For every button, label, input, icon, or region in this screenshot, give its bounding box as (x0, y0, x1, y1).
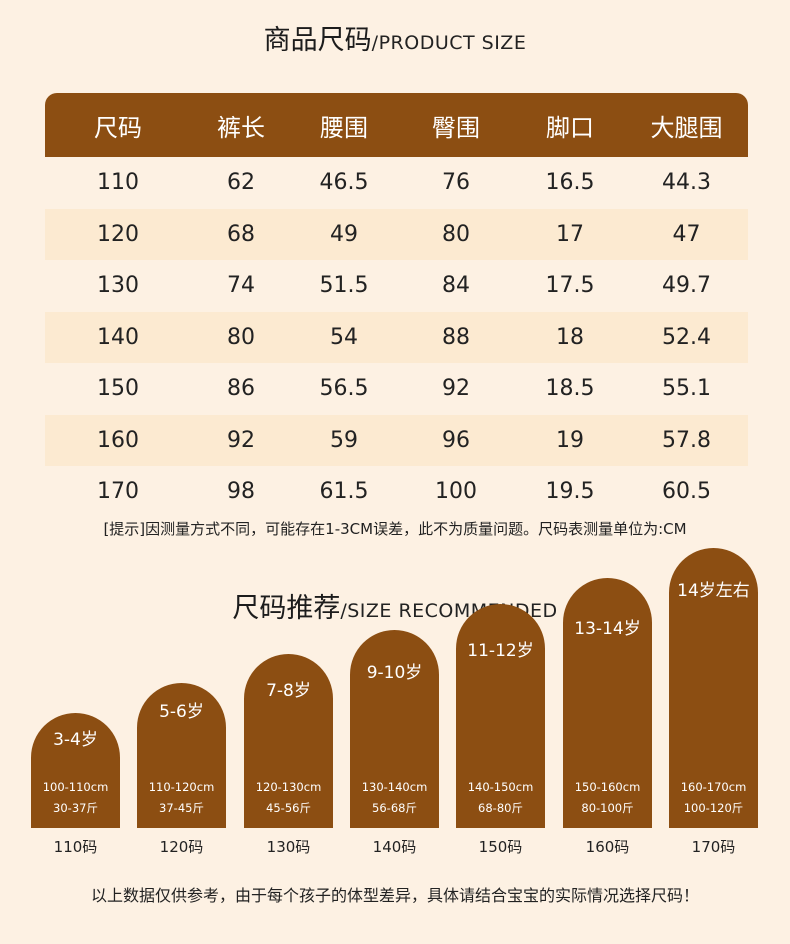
measurement-note: [提示]因测量方式不同，可能存在1-3CM误差，此不为质量问题。尺码表测量单位为… (103, 520, 687, 538)
arch-age: 7-8岁 (266, 681, 311, 701)
arch-size-code: 120码 (159, 838, 204, 856)
cell-leg-opening: 19 (556, 427, 584, 453)
cell-waist: 56.5 (319, 376, 369, 402)
arch-height: 100-110cm (42, 780, 109, 794)
cell-waist: 46.5 (319, 170, 369, 196)
size-arch: 3-4岁 100-110cm 30-37斤 (31, 713, 120, 828)
arch-age: 3-4岁 (53, 730, 98, 750)
arch-height: 130-140cm (361, 780, 428, 794)
cell-size: 120 (97, 221, 139, 247)
cell-leg-opening: 19.5 (545, 479, 595, 505)
cell-waist: 51.5 (319, 273, 369, 299)
size-arch: 14岁左右 160-170cm 100-120斤 (669, 548, 758, 828)
arch-height: 110-120cm (148, 780, 215, 794)
cell-waist: 49 (330, 221, 358, 247)
arch-weight: 80-100斤 (581, 801, 634, 815)
arch-size-code: 170码 (691, 838, 736, 856)
cell-size: 170 (97, 479, 139, 505)
cell-length: 74 (227, 273, 255, 299)
arch-weight: 56-68斤 (372, 801, 417, 815)
cell-waist: 54 (330, 324, 358, 350)
header-hip: 臀围 (432, 113, 480, 142)
arch-size-code: 140码 (372, 838, 417, 856)
arch-age: 14岁左右 (677, 581, 750, 601)
cell-thigh: 52.4 (662, 324, 711, 350)
cell-thigh: 55.1 (662, 376, 711, 402)
cell-thigh: 47 (672, 221, 701, 247)
header-waist: 腰围 (320, 113, 368, 142)
footer-note: 以上数据仅供参考，由于每个孩子的体型差异，具体请结合宝宝的实际情况选择尺码！ (90, 886, 699, 905)
cell-hip: 84 (442, 273, 470, 299)
cell-leg-opening: 18 (556, 324, 584, 350)
arch-size-code: 130码 (266, 838, 311, 856)
table-row: 120 68 49 80 17 47 (45, 208, 748, 260)
cell-hip: 88 (442, 324, 470, 350)
table-row: 140 80 54 88 18 52.4 (45, 311, 748, 363)
size-table-header: 尺码 裤长 腰围 臀围 脚口 大腿围 (45, 93, 748, 157)
table-row: 130 74 51.5 84 17.5 49.7 (45, 260, 748, 312)
arch-weight: 68-80斤 (478, 801, 523, 815)
arch-height: 150-160cm (574, 780, 641, 794)
cell-thigh: 57.8 (662, 427, 711, 453)
size-table: 尺码 裤长 腰围 臀围 脚口 大腿围 110 62 46.5 76 16.5 44.3 12… (45, 93, 748, 518)
cell-length: 62 (227, 170, 255, 196)
cell-leg-opening: 18.5 (545, 376, 595, 402)
header-leg-opening: 脚口 (546, 113, 594, 142)
cell-length: 80 (227, 324, 255, 350)
product-size-title-zh: 商品尺码 (263, 25, 372, 56)
header-thigh: 大腿围 (650, 113, 723, 142)
size-arch: 9-10岁 130-140cm 56-68斤 (350, 630, 439, 828)
cell-leg-opening: 17.5 (545, 273, 595, 299)
arch-weight: 100-120斤 (683, 801, 744, 815)
cell-leg-opening: 16.5 (545, 170, 595, 196)
arch-size-code: 160码 (585, 838, 630, 856)
arch-age: 13-14岁 (574, 619, 641, 639)
cell-length: 68 (227, 221, 255, 247)
arch-size-code: 110码 (53, 838, 98, 856)
arch-age: 11-12岁 (467, 641, 534, 661)
header-size: 尺码 (94, 113, 142, 142)
cell-size: 140 (97, 324, 139, 350)
cell-size: 160 (97, 427, 139, 453)
product-size-title: 商品尺码/PRODUCT SIZE (0, 18, 790, 57)
table-row: 150 86 56.5 92 18.5 55.1 (45, 363, 748, 415)
cell-thigh: 44.3 (662, 170, 711, 196)
table-row: 110 62 46.5 76 16.5 44.3 (45, 157, 748, 209)
cell-size: 150 (97, 376, 139, 402)
cell-hip: 76 (442, 170, 470, 196)
cell-length: 86 (227, 376, 255, 402)
arch-height: 160-170cm (680, 780, 747, 794)
cell-length: 92 (227, 427, 255, 453)
arch-weight: 45-56斤 (266, 801, 311, 815)
size-arch: 13-14岁 150-160cm 80-100斤 (563, 578, 652, 828)
cell-waist: 59 (330, 427, 358, 453)
size-arch: 11-12岁 140-150cm 68-80斤 (456, 604, 545, 828)
cell-leg-opening: 17 (556, 221, 584, 247)
table-row: 160 92 59 96 19 57.8 (45, 414, 748, 466)
arch-weight: 30-37斤 (53, 801, 98, 815)
arch-height: 120-130cm (255, 780, 322, 794)
arch-age: 5-6岁 (159, 702, 204, 722)
cell-hip: 80 (442, 221, 470, 247)
arch-age: 9-10岁 (366, 663, 423, 683)
cell-size: 130 (97, 273, 139, 299)
size-recommended-title-zh: 尺码推荐 (232, 593, 341, 624)
cell-thigh: 49.7 (662, 273, 711, 299)
cell-hip: 100 (435, 479, 477, 505)
cell-hip: 96 (442, 427, 470, 453)
size-table-body: 110 62 46.5 76 16.5 44.3 120 68 49 80 17 47 130 74 51.… (45, 157, 748, 518)
arch-size-code: 150码 (478, 838, 523, 856)
cell-length: 98 (227, 479, 255, 505)
cell-waist: 61.5 (319, 479, 369, 505)
size-arch: 5-6岁 110-120cm 37-45斤 (137, 683, 226, 828)
header-length: 裤长 (217, 113, 265, 142)
cell-thigh: 60.5 (662, 479, 711, 505)
size-arch: 7-8岁 120-130cm 45-56斤 (244, 654, 333, 828)
cell-size: 110 (97, 170, 139, 196)
product-size-title-en: /PRODUCT SIZE (371, 32, 527, 54)
arch-height: 140-150cm (467, 780, 534, 794)
table-row: 170 98 61.5 100 19.5 60.5 (45, 466, 748, 518)
cell-hip: 92 (442, 376, 470, 402)
arch-weight: 37-45斤 (159, 801, 204, 815)
